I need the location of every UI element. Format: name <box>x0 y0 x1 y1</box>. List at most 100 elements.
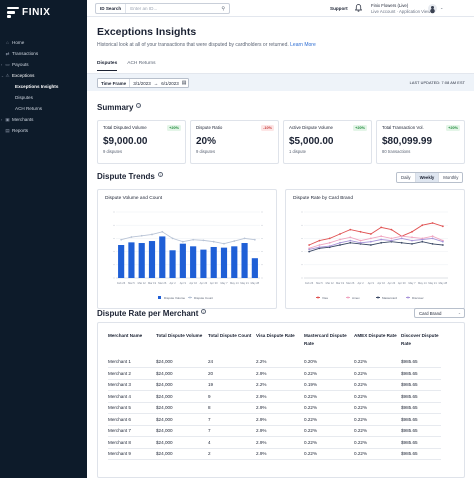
data-point <box>359 230 362 233</box>
sidebar-item-reports[interactable]: ▤ Reports <box>0 125 87 136</box>
transactions-icon: ⇄ <box>5 50 10 56</box>
table-row[interactable]: Merchant 5 $24,000 8 2.9% 0.22% 0.22% $985.65 <box>108 402 441 414</box>
calendar-icon[interactable]: ▤ <box>181 80 187 86</box>
table-row[interactable]: Merchant 1 $24,000 24 2.2% 0.20% 0.22% $985.65 <box>108 356 441 368</box>
card-title: Active Dispute Volume <box>289 125 333 130</box>
sidebar-item-label: Merchants <box>12 117 34 122</box>
toggle-monthly[interactable]: Monthly <box>439 173 463 182</box>
data-point <box>421 224 424 227</box>
data-point <box>328 241 331 244</box>
sidebar-item-label: Exceptions <box>12 73 35 78</box>
table-cell: 2.2% <box>256 356 304 368</box>
table-cell: 2.9% <box>256 367 304 380</box>
data-point <box>380 226 383 229</box>
search-input[interactable] <box>130 6 211 11</box>
table-cell: 2.9% <box>256 402 304 414</box>
bar <box>148 241 156 278</box>
table-cell: 20 <box>208 367 256 380</box>
x-tick-label: Apr 23 <box>200 281 208 285</box>
merchant-name-cell: Merchant 3 <box>108 379 156 391</box>
data-point <box>243 237 246 240</box>
column-header[interactable]: Merchant Name <box>108 333 143 338</box>
column-header[interactable]: AMEX Dispute Rate <box>354 333 397 338</box>
bar <box>128 242 135 278</box>
x-tick-label: May 28 <box>439 281 448 285</box>
search-icon[interactable]: ⚲ <box>221 6 225 12</box>
data-point <box>202 239 205 242</box>
search-type-select[interactable]: ID Search <box>96 4 127 13</box>
table-row[interactable]: Merchant 7 $24,000 7 2.9% 0.22% 0.22% $985.65 <box>108 425 441 437</box>
sidebar-item-payouts[interactable]: › ▭ Payouts <box>0 59 87 70</box>
bar <box>118 245 125 278</box>
sidebar-item-ach-returns[interactable]: ACH Returns <box>0 103 87 114</box>
info-icon[interactable]: i <box>136 103 142 108</box>
account-meta: Live Account · Application View <box>371 9 431 14</box>
end-date[interactable]: 6/1/2023 <box>161 80 179 86</box>
bar <box>210 246 217 278</box>
bar <box>241 243 248 278</box>
tab-ach-returns[interactable]: ACH Returns <box>127 61 156 66</box>
sidebar-item-merchants[interactable]: › ▣ Merchants <box>0 114 87 125</box>
sidebar-item-home[interactable]: ⌂ Home <box>0 37 87 48</box>
sidebar-item-transactions[interactable]: ⇄ Transactions <box>0 48 87 59</box>
toggle-weekly[interactable]: Weekly <box>415 173 440 182</box>
merchant-name-cell: Merchant 4 <box>108 390 156 403</box>
page-description: Historical look at all of your transacti… <box>97 42 316 48</box>
data-point <box>171 237 174 240</box>
column-header[interactable]: Total Dispute Count <box>208 333 252 338</box>
bar <box>231 246 238 278</box>
data-point <box>431 243 434 245</box>
support-link[interactable]: Support <box>330 6 348 11</box>
chevron-down-icon: ⌄ <box>1 73 5 78</box>
info-icon[interactable]: i <box>157 172 163 177</box>
x-tick-label: Apr 9 <box>368 281 375 285</box>
data-point <box>318 239 321 242</box>
toggle-daily[interactable]: Daily <box>397 173 416 182</box>
tab-bar: Disputes ACH Returns <box>97 61 156 71</box>
table-row[interactable]: Merchant 6 $24,000 7 2.9% 0.22% 0.22% $985.65 <box>108 413 441 426</box>
avatar[interactable] <box>428 4 437 13</box>
column-header[interactable]: Mastercard Dispute Rate <box>304 333 347 346</box>
data-point <box>151 233 153 236</box>
card-subtext: 1 dispute <box>289 149 306 154</box>
time-frame-picker[interactable]: Time Frame 3/1/2023 → 6/1/2023 ▤ <box>97 78 190 88</box>
data-point <box>400 237 403 240</box>
table-cell: $24,000 <box>156 367 208 380</box>
legend-label: Amex <box>352 296 360 300</box>
card-brand-select[interactable]: Card Brand ⌄ <box>414 308 465 318</box>
table-row[interactable]: Merchant 3 $24,000 19 2.2% 0.19% 0.22% $985.65 <box>108 379 441 391</box>
column-header[interactable]: Discover Dispute Rate <box>401 333 439 346</box>
sidebar-item-label: Exceptions Insights <box>15 84 59 89</box>
card-subtext: 9 disputes <box>103 149 123 154</box>
data-point <box>380 241 383 244</box>
bell-icon[interactable] <box>355 4 362 12</box>
table-row[interactable]: Merchant 9 $24,000 2 2.9% 0.22% 0.22% $985.65 <box>108 448 441 460</box>
sidebar-item-label: Disputes <box>15 95 33 100</box>
table-cell: 0.22% <box>354 425 401 437</box>
learn-more-link[interactable]: Learn More <box>290 42 316 48</box>
table-row[interactable]: Merchant 4 $24,000 9 2.9% 0.22% 0.22% $985.65 <box>108 390 441 403</box>
column-header[interactable]: Visa Dispute Rate <box>256 333 295 338</box>
table-cell: $985.65 <box>401 425 441 437</box>
info-icon[interactable]: i <box>201 309 207 314</box>
x-tick-label: Feb 26 <box>117 281 126 285</box>
chevron-down-icon[interactable]: ⌄ <box>440 5 444 10</box>
card-value: 20% <box>196 136 217 147</box>
account-switcher[interactable]: Finix Flowers (Live) Live Account · Appl… <box>371 3 430 15</box>
x-tick-label: Mar 26 <box>158 281 167 285</box>
finix-logo[interactable]: FINIX <box>7 7 51 18</box>
table-row[interactable]: Merchant 2 $24,000 20 2.9% 0.22% 0.22% $985.65 <box>108 367 441 380</box>
table-row[interactable]: Merchant 8 $24,000 4 2.9% 0.22% 0.22% $985.65 <box>108 436 441 449</box>
table-cell: 2.9% <box>256 413 304 426</box>
finix-logo-icon <box>7 7 19 18</box>
change-badge: -10% <box>261 125 274 131</box>
start-date[interactable]: 3/1/2023 <box>133 80 151 86</box>
tab-disputes[interactable]: Disputes <box>97 61 118 71</box>
sidebar-item-exceptions-insights[interactable]: Exceptions Insights <box>0 81 87 92</box>
table-cell: $985.65 <box>401 367 441 380</box>
column-header[interactable]: Total Dispute Volume <box>156 333 203 338</box>
sidebar-item-exceptions[interactable]: ⌄ ⚠ Exceptions <box>0 70 87 81</box>
data-point <box>318 244 321 246</box>
x-tick-label: Mar 19 <box>148 281 157 285</box>
sidebar-item-disputes[interactable]: Disputes <box>0 92 87 103</box>
